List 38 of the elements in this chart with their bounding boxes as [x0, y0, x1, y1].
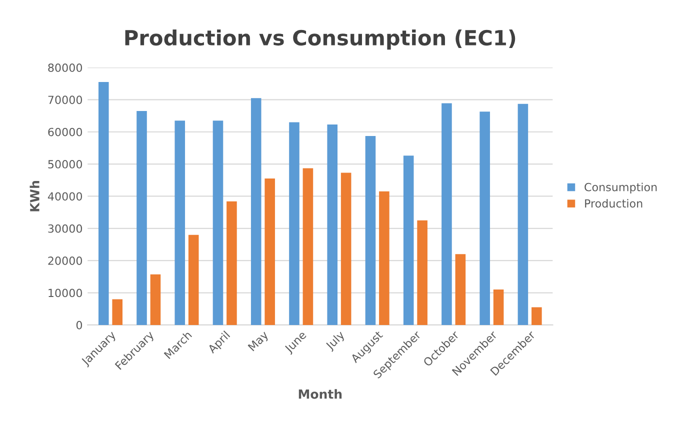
bar	[112, 299, 122, 325]
y-tick-label: 60000	[48, 128, 82, 136]
bar	[365, 136, 376, 325]
y-axis-title: KWh	[30, 181, 40, 212]
bar	[264, 178, 275, 325]
legend-label: Consumption	[584, 182, 657, 194]
bar	[226, 201, 237, 325]
y-tick-label: 0	[76, 320, 82, 330]
bar	[327, 124, 338, 325]
bar	[403, 156, 414, 325]
bar	[493, 290, 504, 325]
bar	[136, 110, 147, 325]
bar	[174, 120, 186, 325]
y-tick-label: 70000	[48, 96, 82, 104]
bar	[532, 307, 542, 325]
bar	[150, 274, 161, 325]
y-tick-label: 80000	[48, 63, 82, 72]
bar	[302, 168, 314, 325]
y-tick-label: 10000	[48, 288, 82, 298]
y-tick-label: 20000	[48, 256, 82, 265]
bar	[188, 234, 199, 325]
bar	[289, 122, 300, 325]
bar	[480, 112, 490, 325]
bar	[340, 172, 352, 325]
chart-title: Production vs Consumption (EC1)	[125, 29, 516, 50]
y-tick-label: 30000	[48, 224, 82, 233]
bar	[250, 98, 262, 325]
bar	[442, 103, 452, 325]
bar	[518, 104, 528, 325]
bar	[455, 254, 466, 325]
bar	[98, 82, 109, 325]
bar	[417, 220, 428, 325]
y-tick-label: 40000	[48, 192, 82, 201]
legend-label: Production	[585, 199, 642, 208]
y-tick-label: 50000	[48, 160, 82, 168]
bar	[212, 120, 224, 325]
x-axis-title: Month	[298, 389, 342, 399]
bar	[379, 191, 390, 325]
